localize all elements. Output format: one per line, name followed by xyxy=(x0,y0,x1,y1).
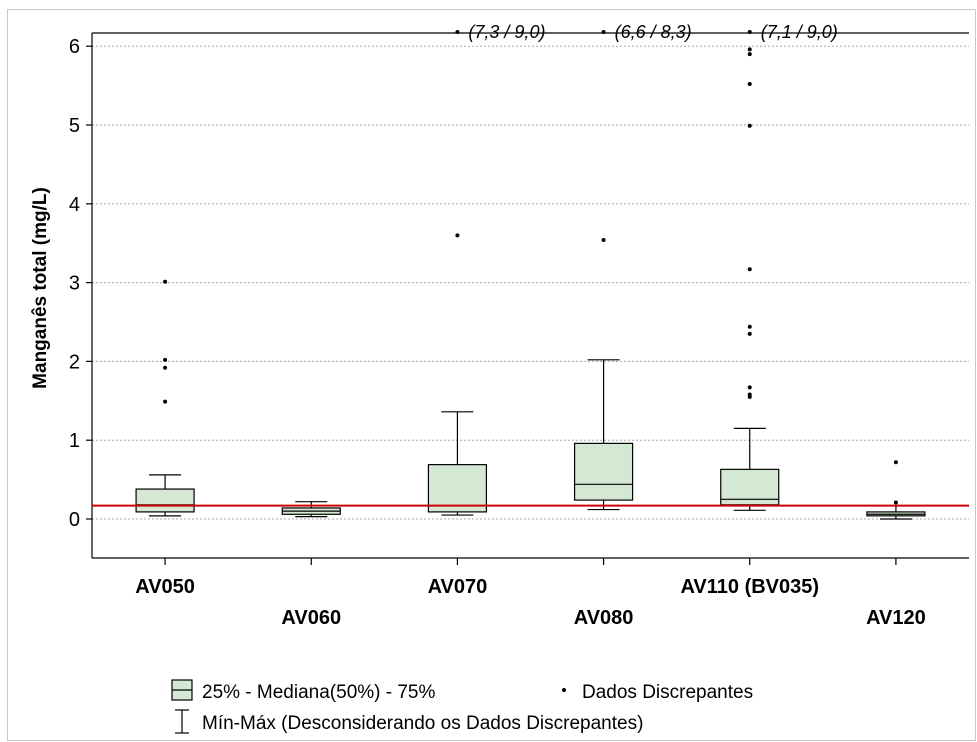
outlier-point xyxy=(893,460,898,465)
y-tick-label: 0 xyxy=(69,509,80,531)
outlier-point xyxy=(747,385,752,390)
legend-box-label: 25% - Mediana(50%) - 75% xyxy=(202,682,435,703)
outlier-point xyxy=(747,123,752,128)
outlier-point xyxy=(747,324,752,329)
outlier-point xyxy=(747,47,752,52)
category-label: AV050 xyxy=(135,576,195,598)
category-label: AV120 xyxy=(866,607,926,629)
outlier-point xyxy=(747,82,752,87)
y-tick-label: 3 xyxy=(69,273,80,295)
outlier-point xyxy=(893,500,898,505)
labels: AV050 AV060 AV070 AV080 AV110 (BV035) AV120 (7… xyxy=(135,22,926,629)
y-tick-label: 4 xyxy=(69,194,80,216)
outlier-point xyxy=(163,365,168,370)
outlier-point xyxy=(163,357,168,362)
legend-whisker-label: Mín-Máx (Desconsiderando os Dados Discre… xyxy=(202,713,643,734)
outlier-point xyxy=(601,238,606,243)
outlier-point xyxy=(163,279,168,284)
legend: 25% - Mediana(50%) - 75% Dados Discrepan… xyxy=(171,679,753,734)
offscale-note: (7,3 / 9,0) xyxy=(468,22,545,42)
category-label: AV070 xyxy=(428,576,488,598)
chart-frame xyxy=(7,9,976,741)
category-label: AV060 xyxy=(281,607,341,629)
outlier-point xyxy=(747,52,752,57)
legend-outlier-label: Dados Discrepantes xyxy=(582,682,753,703)
y-tick-label: 5 xyxy=(69,115,80,137)
iqr-box xyxy=(135,488,195,513)
iqr-box xyxy=(427,464,488,513)
category-label: AV080 xyxy=(574,607,634,629)
axes: 0 1 2 3 4 5 6 xyxy=(69,32,969,565)
offscale-note: (7,1 / 9,0) xyxy=(761,22,838,42)
gridlines xyxy=(92,45,969,520)
iqr-box xyxy=(573,442,634,501)
offscale-marker xyxy=(747,30,752,34)
legend-outlier-marker xyxy=(562,688,566,692)
outlier-point xyxy=(747,267,752,272)
outlier-point xyxy=(455,233,460,238)
boxes xyxy=(92,47,969,520)
y-tick-label: 2 xyxy=(69,351,80,373)
offscale-marker xyxy=(455,30,460,34)
offscale-note: (6,6 / 8,3) xyxy=(615,22,692,42)
outlier-point xyxy=(747,392,752,397)
outlier-point xyxy=(747,331,752,336)
offscale-marker xyxy=(601,30,606,34)
y-tick-label: 1 xyxy=(69,430,80,452)
y-tick-label: 6 xyxy=(69,36,80,58)
outlier-point xyxy=(163,399,168,404)
category-label: AV110 (BV035) xyxy=(680,576,819,598)
y-axis-label: Manganês total (mg/L) xyxy=(30,187,51,389)
